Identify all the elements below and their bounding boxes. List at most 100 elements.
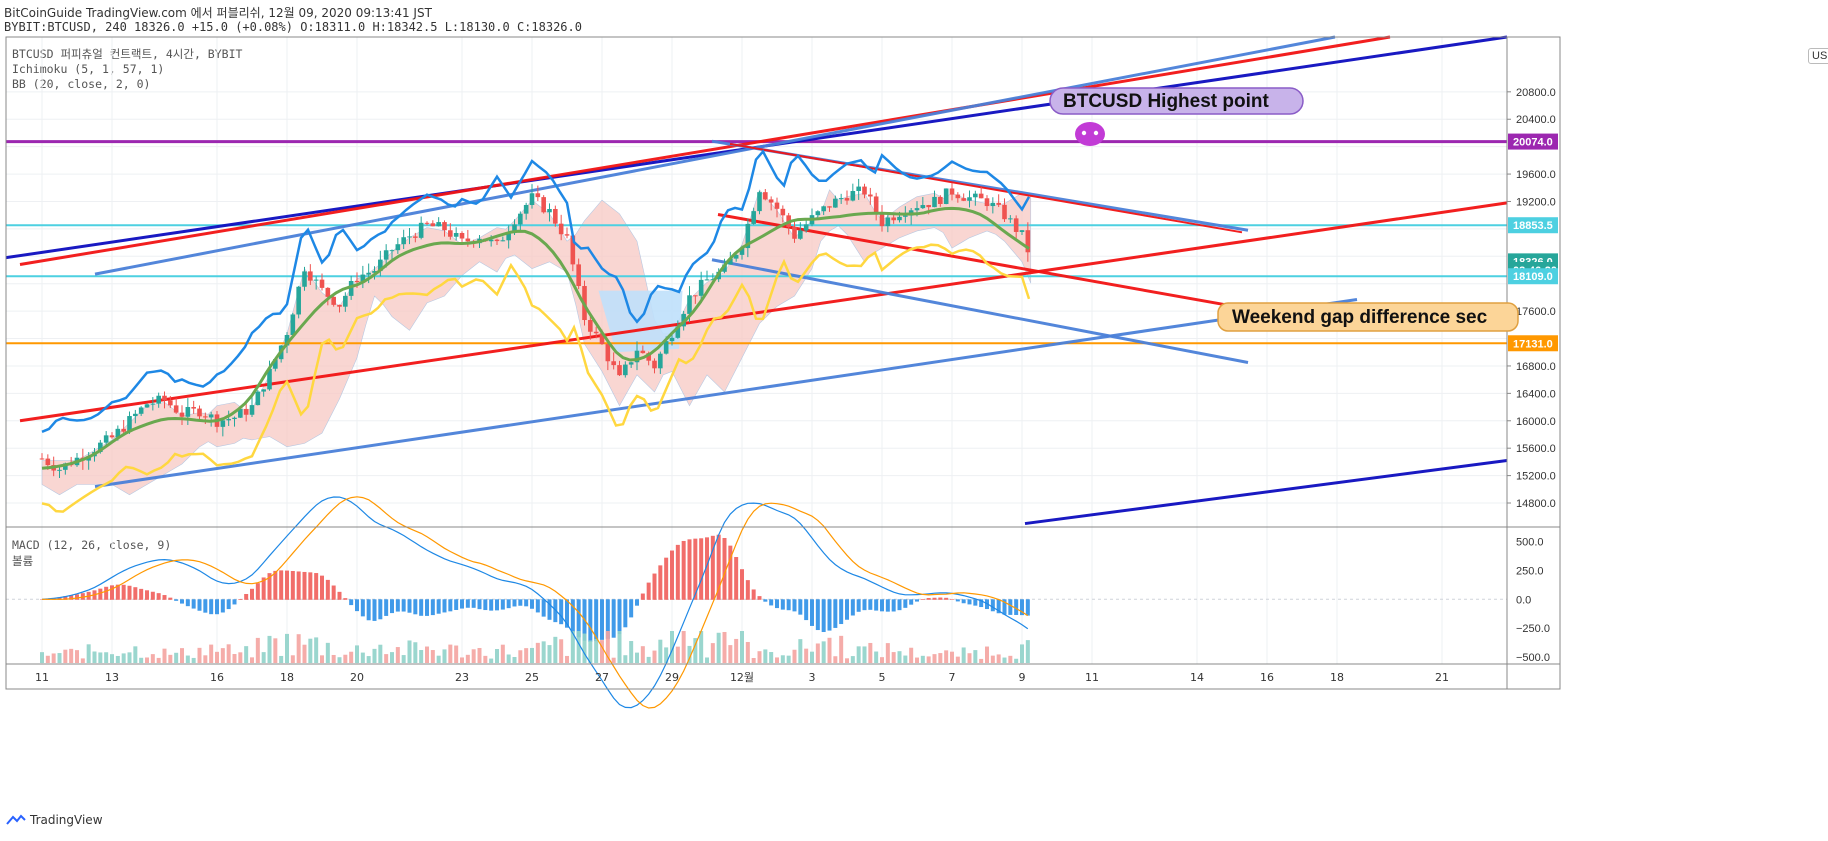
macd-histogram-bar bbox=[366, 599, 371, 621]
legend-macd[interactable]: MACD (12, 26, close, 9) bbox=[12, 538, 172, 552]
volume-bar bbox=[191, 657, 196, 663]
time-tick-label: 29 bbox=[665, 671, 679, 684]
legend-volume[interactable]: 볼륨 bbox=[12, 554, 34, 568]
candle-body bbox=[780, 208, 786, 216]
candle-body bbox=[1002, 204, 1007, 220]
volume-bar bbox=[448, 644, 453, 663]
candle-body bbox=[249, 405, 255, 415]
macd-histogram-bar bbox=[757, 596, 762, 600]
candle-body bbox=[634, 350, 640, 363]
candle-body bbox=[197, 408, 202, 417]
legend-symbol[interactable]: BTCUSD 퍼피츄얼 컨트랙트, 4시간, BYBIT bbox=[12, 47, 243, 61]
macd-histogram-bar bbox=[80, 593, 85, 600]
macd-histogram-bar bbox=[273, 570, 278, 600]
volume-bar bbox=[874, 651, 879, 663]
volume-bar bbox=[127, 652, 132, 663]
macd-histogram-bar bbox=[926, 597, 931, 600]
macd-tick-label: −500.0 bbox=[1516, 652, 1550, 664]
volume-bar bbox=[576, 631, 581, 663]
macd-histogram-bar bbox=[664, 557, 669, 600]
macd-histogram-bar bbox=[162, 595, 167, 600]
macd-histogram-bar bbox=[629, 599, 634, 618]
macd-histogram-bar bbox=[909, 599, 914, 605]
volume-bar bbox=[611, 657, 616, 663]
macd-histogram-bar bbox=[220, 599, 225, 613]
macd-histogram-bar bbox=[973, 599, 978, 606]
macd-histogram-bar bbox=[728, 545, 733, 600]
macd-histogram-bar bbox=[255, 583, 260, 600]
candle-body bbox=[663, 341, 669, 354]
macd-histogram-bar bbox=[576, 599, 581, 638]
currency-button[interactable]: USD bbox=[1808, 48, 1828, 64]
volume-bar bbox=[670, 631, 674, 663]
volume-bar bbox=[926, 656, 931, 663]
macd-histogram-bar bbox=[314, 573, 319, 600]
volume-bar bbox=[600, 640, 604, 663]
candle-body bbox=[728, 258, 733, 265]
volume-bar bbox=[436, 655, 441, 663]
macd-tick-label: −250.0 bbox=[1516, 623, 1550, 635]
candle-body bbox=[611, 361, 616, 366]
volume-bar bbox=[255, 637, 260, 663]
upper-descending-red bbox=[729, 142, 1243, 234]
candle-body bbox=[687, 295, 692, 314]
macd-histogram-bar bbox=[897, 599, 902, 611]
bb-lower-line bbox=[41, 243, 1031, 513]
candle-body bbox=[529, 193, 535, 205]
highest-point-text: BTCUSD Highest point bbox=[1063, 91, 1269, 112]
price-tick-label: 19200.0 bbox=[1516, 196, 1556, 208]
volume-bar bbox=[681, 631, 686, 663]
macd-histogram-bar bbox=[780, 599, 785, 610]
volume-bar bbox=[314, 637, 319, 663]
macd-histogram-bar bbox=[390, 599, 394, 614]
candle-body bbox=[693, 295, 698, 297]
time-tick-label: 12월 bbox=[730, 671, 754, 684]
candle-body bbox=[436, 222, 441, 227]
candle-body bbox=[208, 414, 214, 418]
volume-bar bbox=[86, 644, 91, 663]
macd-histogram-bar bbox=[127, 585, 132, 600]
macd-histogram-bar bbox=[133, 587, 138, 600]
volume-bar bbox=[722, 631, 727, 663]
macd-histogram-bar bbox=[594, 599, 599, 642]
candle-body bbox=[815, 211, 821, 216]
legend-ichimoku[interactable]: Ichimoku (5, 1, 57, 1) bbox=[12, 62, 165, 76]
candle-body bbox=[290, 314, 296, 336]
macd-histogram-bar bbox=[320, 575, 324, 600]
time-tick-label: 21 bbox=[1435, 671, 1449, 684]
macd-histogram-bar bbox=[285, 570, 289, 600]
volume-bar bbox=[40, 652, 44, 663]
published-by: BitCoinGuide TradingView.com 에서 퍼블리쉬, 12… bbox=[4, 6, 432, 20]
macd-histogram-bar bbox=[349, 599, 354, 606]
price-tick-label: 19600.0 bbox=[1516, 169, 1556, 181]
volume-bar bbox=[518, 650, 523, 663]
candle-body bbox=[868, 194, 873, 197]
candle-body bbox=[984, 198, 990, 207]
volume-bar bbox=[75, 650, 79, 663]
volume-bar bbox=[506, 654, 511, 663]
volume-bar bbox=[734, 638, 739, 663]
volume-bar bbox=[547, 645, 552, 663]
macd-histogram-bar bbox=[185, 599, 190, 607]
candle-body bbox=[967, 197, 972, 201]
candle-body bbox=[973, 193, 978, 198]
macd-histogram-bar bbox=[856, 599, 861, 612]
volume-bar bbox=[331, 654, 336, 663]
candle-body bbox=[885, 217, 891, 227]
candle-body bbox=[932, 196, 937, 208]
candle-body bbox=[879, 212, 885, 227]
macd-histogram-bar bbox=[955, 599, 960, 602]
volume-bar bbox=[553, 636, 558, 663]
macd-histogram-bar bbox=[500, 599, 505, 610]
candle-body bbox=[768, 199, 774, 203]
volume-bar bbox=[664, 647, 669, 663]
candle-body bbox=[418, 222, 424, 238]
legend-bb[interactable]: BB (20, close, 2, 0) bbox=[12, 77, 151, 91]
macd-histogram-bar bbox=[967, 599, 972, 605]
tradingview-logo-icon bbox=[6, 814, 26, 825]
macd-histogram-bar bbox=[267, 573, 272, 600]
price-tick-label: 15200.0 bbox=[1516, 471, 1556, 483]
chart-frame bbox=[5, 36, 1561, 690]
tradingview-brand[interactable]: TradingView bbox=[6, 813, 103, 827]
